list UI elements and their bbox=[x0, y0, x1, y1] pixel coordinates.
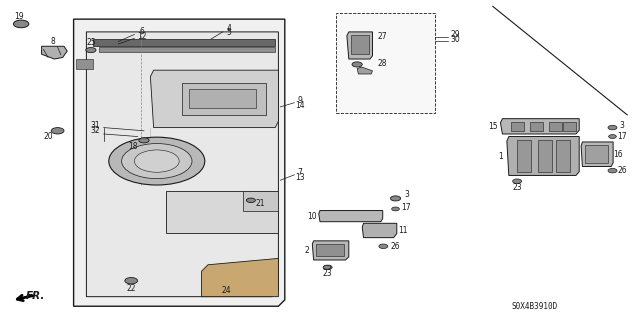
Circle shape bbox=[392, 207, 399, 211]
Text: 22: 22 bbox=[127, 284, 136, 293]
Bar bbox=[549, 122, 562, 131]
Text: 19: 19 bbox=[14, 12, 24, 21]
Text: 7: 7 bbox=[297, 168, 302, 177]
Polygon shape bbox=[347, 32, 372, 59]
Polygon shape bbox=[312, 241, 349, 260]
Polygon shape bbox=[86, 32, 278, 297]
Bar bbox=[316, 244, 344, 256]
Text: 14: 14 bbox=[294, 101, 305, 110]
Bar bbox=[538, 140, 552, 172]
Text: S0X4B3910D: S0X4B3910D bbox=[511, 302, 557, 311]
Circle shape bbox=[86, 48, 96, 53]
Bar bbox=[556, 140, 570, 172]
Bar bbox=[585, 145, 608, 163]
Circle shape bbox=[513, 179, 522, 183]
Circle shape bbox=[390, 196, 401, 201]
Text: 28: 28 bbox=[378, 59, 387, 68]
Circle shape bbox=[608, 125, 617, 130]
Polygon shape bbox=[243, 191, 278, 211]
Text: 30: 30 bbox=[451, 35, 461, 44]
Polygon shape bbox=[150, 70, 278, 128]
Bar bbox=[511, 122, 524, 131]
Polygon shape bbox=[76, 59, 93, 69]
Circle shape bbox=[134, 150, 179, 172]
Polygon shape bbox=[319, 211, 383, 222]
Polygon shape bbox=[581, 142, 613, 167]
Text: 16: 16 bbox=[613, 150, 623, 159]
Polygon shape bbox=[507, 137, 579, 175]
Text: 23: 23 bbox=[512, 183, 522, 192]
Text: 32: 32 bbox=[90, 126, 100, 135]
Text: FR.: FR. bbox=[26, 291, 45, 301]
Text: 26: 26 bbox=[390, 242, 400, 251]
Polygon shape bbox=[189, 89, 256, 108]
Bar bbox=[336, 13, 435, 113]
Circle shape bbox=[13, 20, 29, 28]
Text: 4: 4 bbox=[227, 24, 232, 33]
Circle shape bbox=[323, 265, 331, 269]
Text: 10: 10 bbox=[307, 212, 317, 221]
Circle shape bbox=[323, 265, 332, 270]
Text: 18: 18 bbox=[129, 142, 138, 151]
Text: 11: 11 bbox=[399, 226, 408, 235]
Circle shape bbox=[379, 244, 388, 249]
Circle shape bbox=[246, 198, 255, 203]
Text: 3: 3 bbox=[404, 190, 409, 199]
Polygon shape bbox=[74, 19, 285, 306]
Text: 5: 5 bbox=[227, 28, 232, 37]
Text: 12: 12 bbox=[138, 32, 147, 41]
Text: 9: 9 bbox=[297, 96, 302, 105]
Text: 24: 24 bbox=[221, 286, 232, 295]
Polygon shape bbox=[99, 47, 275, 52]
Text: 31: 31 bbox=[90, 121, 100, 130]
Text: 13: 13 bbox=[294, 173, 305, 182]
Polygon shape bbox=[500, 119, 579, 134]
Circle shape bbox=[122, 144, 192, 179]
Polygon shape bbox=[182, 83, 266, 115]
Text: 26: 26 bbox=[617, 166, 627, 175]
Circle shape bbox=[352, 62, 362, 67]
Polygon shape bbox=[362, 223, 397, 238]
Circle shape bbox=[109, 137, 205, 185]
Bar bbox=[517, 140, 531, 172]
Circle shape bbox=[139, 138, 149, 143]
Text: 1: 1 bbox=[498, 152, 503, 161]
Text: 17: 17 bbox=[617, 132, 627, 141]
Text: 6: 6 bbox=[140, 27, 145, 36]
Circle shape bbox=[609, 135, 616, 138]
Polygon shape bbox=[357, 67, 372, 74]
Bar bbox=[563, 122, 576, 131]
Circle shape bbox=[125, 278, 138, 284]
Text: 20: 20 bbox=[43, 132, 53, 141]
Bar bbox=[530, 122, 543, 131]
Polygon shape bbox=[93, 39, 275, 46]
Text: 23: 23 bbox=[323, 269, 333, 278]
Polygon shape bbox=[202, 258, 278, 297]
Text: 2: 2 bbox=[305, 246, 310, 255]
Text: 15: 15 bbox=[488, 122, 498, 131]
Text: 21: 21 bbox=[256, 199, 265, 208]
Circle shape bbox=[51, 128, 64, 134]
Text: 25: 25 bbox=[86, 38, 96, 47]
Text: 17: 17 bbox=[401, 204, 412, 212]
Circle shape bbox=[608, 168, 617, 173]
Polygon shape bbox=[166, 191, 278, 233]
Text: 8: 8 bbox=[51, 37, 56, 46]
Polygon shape bbox=[42, 46, 67, 59]
Text: 29: 29 bbox=[451, 30, 461, 39]
Text: 27: 27 bbox=[378, 32, 388, 41]
Bar bbox=[351, 35, 369, 54]
Text: 3: 3 bbox=[620, 121, 625, 130]
